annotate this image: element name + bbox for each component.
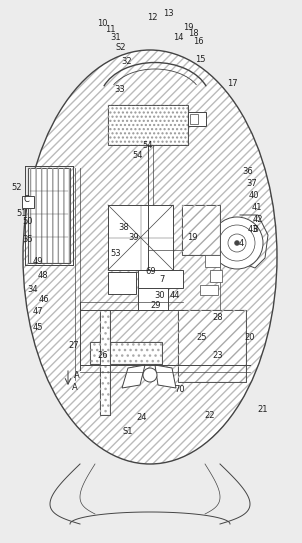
Bar xyxy=(138,270,183,288)
Text: 32: 32 xyxy=(122,58,132,66)
Text: 27: 27 xyxy=(69,340,79,350)
Text: 54: 54 xyxy=(143,141,153,149)
Text: C: C xyxy=(23,195,29,205)
Bar xyxy=(182,205,220,255)
Text: A: A xyxy=(74,370,80,380)
Text: 7: 7 xyxy=(159,275,165,285)
Text: 15: 15 xyxy=(195,55,205,65)
Text: 69: 69 xyxy=(146,268,156,276)
Text: 21: 21 xyxy=(258,406,268,414)
Text: A: A xyxy=(72,383,78,393)
Text: 36: 36 xyxy=(243,167,253,176)
Bar xyxy=(28,168,70,263)
Circle shape xyxy=(234,241,239,245)
Bar xyxy=(108,105,188,145)
Text: 11: 11 xyxy=(105,26,115,35)
Text: 43: 43 xyxy=(248,225,258,235)
Text: 14: 14 xyxy=(173,34,183,42)
Bar xyxy=(178,310,246,382)
Polygon shape xyxy=(122,365,145,388)
Bar xyxy=(108,272,136,294)
Polygon shape xyxy=(155,365,176,388)
Text: 51: 51 xyxy=(17,209,27,218)
Bar xyxy=(28,168,70,263)
Text: 12: 12 xyxy=(147,14,157,22)
Text: 18: 18 xyxy=(188,29,198,39)
Circle shape xyxy=(211,217,263,269)
Bar xyxy=(90,342,162,364)
Text: 28: 28 xyxy=(213,313,223,323)
Bar xyxy=(100,310,110,415)
Text: 45: 45 xyxy=(33,324,43,332)
Bar xyxy=(182,205,220,255)
Text: 44: 44 xyxy=(170,291,180,300)
Bar xyxy=(188,112,206,126)
Bar xyxy=(200,285,218,295)
Text: S1: S1 xyxy=(123,427,133,437)
Text: 30: 30 xyxy=(155,291,165,300)
Text: 53: 53 xyxy=(111,249,121,257)
Text: 20: 20 xyxy=(245,333,255,343)
Text: 22: 22 xyxy=(205,411,215,420)
Circle shape xyxy=(143,368,157,382)
Text: 48: 48 xyxy=(38,270,48,280)
Text: 34: 34 xyxy=(28,286,38,294)
Bar xyxy=(205,255,220,267)
Text: 26: 26 xyxy=(98,350,108,359)
Bar xyxy=(138,288,168,310)
Bar xyxy=(108,205,173,270)
Ellipse shape xyxy=(23,50,277,464)
Text: 16: 16 xyxy=(193,37,203,47)
Text: S2: S2 xyxy=(116,43,126,53)
Text: 50: 50 xyxy=(23,218,33,226)
Text: 31: 31 xyxy=(111,34,121,42)
Text: 10: 10 xyxy=(97,18,107,28)
Text: 19: 19 xyxy=(187,233,197,243)
Text: 39: 39 xyxy=(129,233,139,243)
Text: 42: 42 xyxy=(253,216,263,224)
Text: 52: 52 xyxy=(12,184,22,193)
Text: 54: 54 xyxy=(133,150,143,160)
Text: 19: 19 xyxy=(183,22,193,31)
Text: 46: 46 xyxy=(39,295,49,305)
Bar xyxy=(100,310,110,415)
Text: 29: 29 xyxy=(151,300,161,310)
Text: 40: 40 xyxy=(249,192,259,200)
Bar xyxy=(178,310,246,382)
Text: 70: 70 xyxy=(175,386,185,395)
Text: 24: 24 xyxy=(137,414,147,422)
Bar xyxy=(22,196,34,208)
Bar xyxy=(210,270,222,282)
Text: 33: 33 xyxy=(115,85,125,94)
Text: 17: 17 xyxy=(227,79,237,87)
Text: 23: 23 xyxy=(213,350,223,359)
Text: 4: 4 xyxy=(238,238,244,248)
Text: 49: 49 xyxy=(33,257,43,267)
Text: 25: 25 xyxy=(197,333,207,343)
Text: 13: 13 xyxy=(163,9,173,17)
Bar xyxy=(108,105,188,145)
Text: 37: 37 xyxy=(247,179,257,187)
Bar xyxy=(190,114,198,124)
Text: 35: 35 xyxy=(23,236,33,244)
Text: 38: 38 xyxy=(119,223,129,231)
Text: 41: 41 xyxy=(252,204,262,212)
Text: 47: 47 xyxy=(33,307,43,317)
Bar xyxy=(90,342,162,364)
Text: B: B xyxy=(252,225,258,235)
